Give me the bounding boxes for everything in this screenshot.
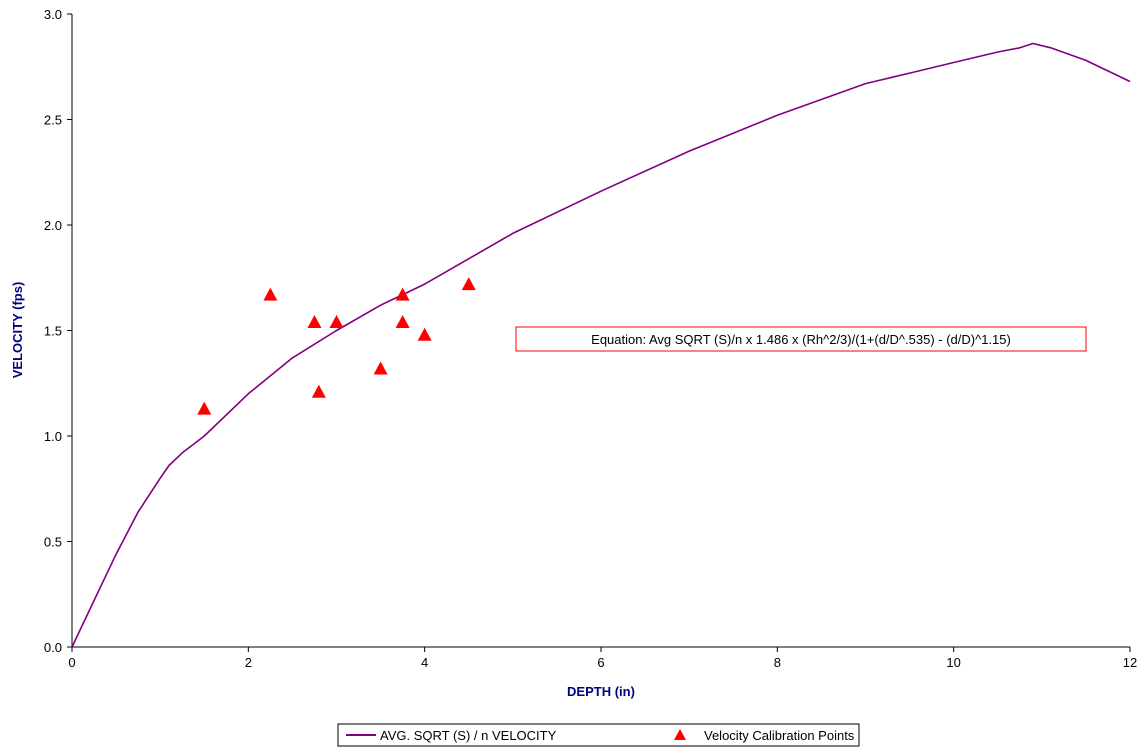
equation-annotation: Equation: Avg SQRT (S)/n x 1.486 x (Rh^2… <box>515 326 1087 352</box>
series-layer <box>71 42 1131 648</box>
legend: AVG. SQRT (S) / n VELOCITY Velocity Cali… <box>337 723 860 747</box>
legend-box <box>337 723 860 747</box>
calibration-point <box>263 287 278 301</box>
x-tick-label: 4 <box>421 655 428 670</box>
calibration-point <box>197 401 212 415</box>
equation-box <box>515 326 1087 352</box>
y-tick-label: 2.0 <box>44 218 62 233</box>
axis-ticks: 0 2 4 6 8 10 12 0.0 0.5 1.0 1.5 2.0 2.5 3.0 <box>44 7 1137 670</box>
velocity-curve <box>71 42 1131 648</box>
x-tick-label: 8 <box>774 655 781 670</box>
equation-text: Equation: Avg SQRT (S)/n x 1.486 x (Rh^2… <box>591 332 1011 347</box>
legend-triangle-swatch <box>674 729 686 740</box>
x-tick-label: 6 <box>597 655 604 670</box>
calibration-point <box>311 384 326 398</box>
legend-label-line: AVG. SQRT (S) / n VELOCITY <box>380 728 557 743</box>
y-tick-label: 1.5 <box>44 324 62 339</box>
y-tick-label: 0.5 <box>44 535 62 550</box>
y-tick-label: 3.0 <box>44 7 62 22</box>
y-tick-label: 2.5 <box>44 113 62 128</box>
x-tick-label: 12 <box>1123 655 1137 670</box>
x-tick-label: 10 <box>946 655 960 670</box>
calibration-point <box>395 287 410 301</box>
calibration-point <box>329 315 344 329</box>
y-axis-title: VELOCITY (fps) <box>10 282 25 379</box>
x-tick-label: 0 <box>68 655 75 670</box>
calibration-point <box>395 315 410 329</box>
calibration-point <box>307 315 322 329</box>
calibration-point <box>373 361 388 375</box>
calibration-point <box>417 327 432 341</box>
y-tick-label: 0.0 <box>44 640 62 655</box>
legend-label-points: Velocity Calibration Points <box>704 728 855 743</box>
y-tick-label: 1.0 <box>44 429 62 444</box>
x-tick-label: 2 <box>245 655 252 670</box>
x-axis-title: DEPTH (in) <box>567 684 635 699</box>
calibration-point <box>461 277 476 291</box>
